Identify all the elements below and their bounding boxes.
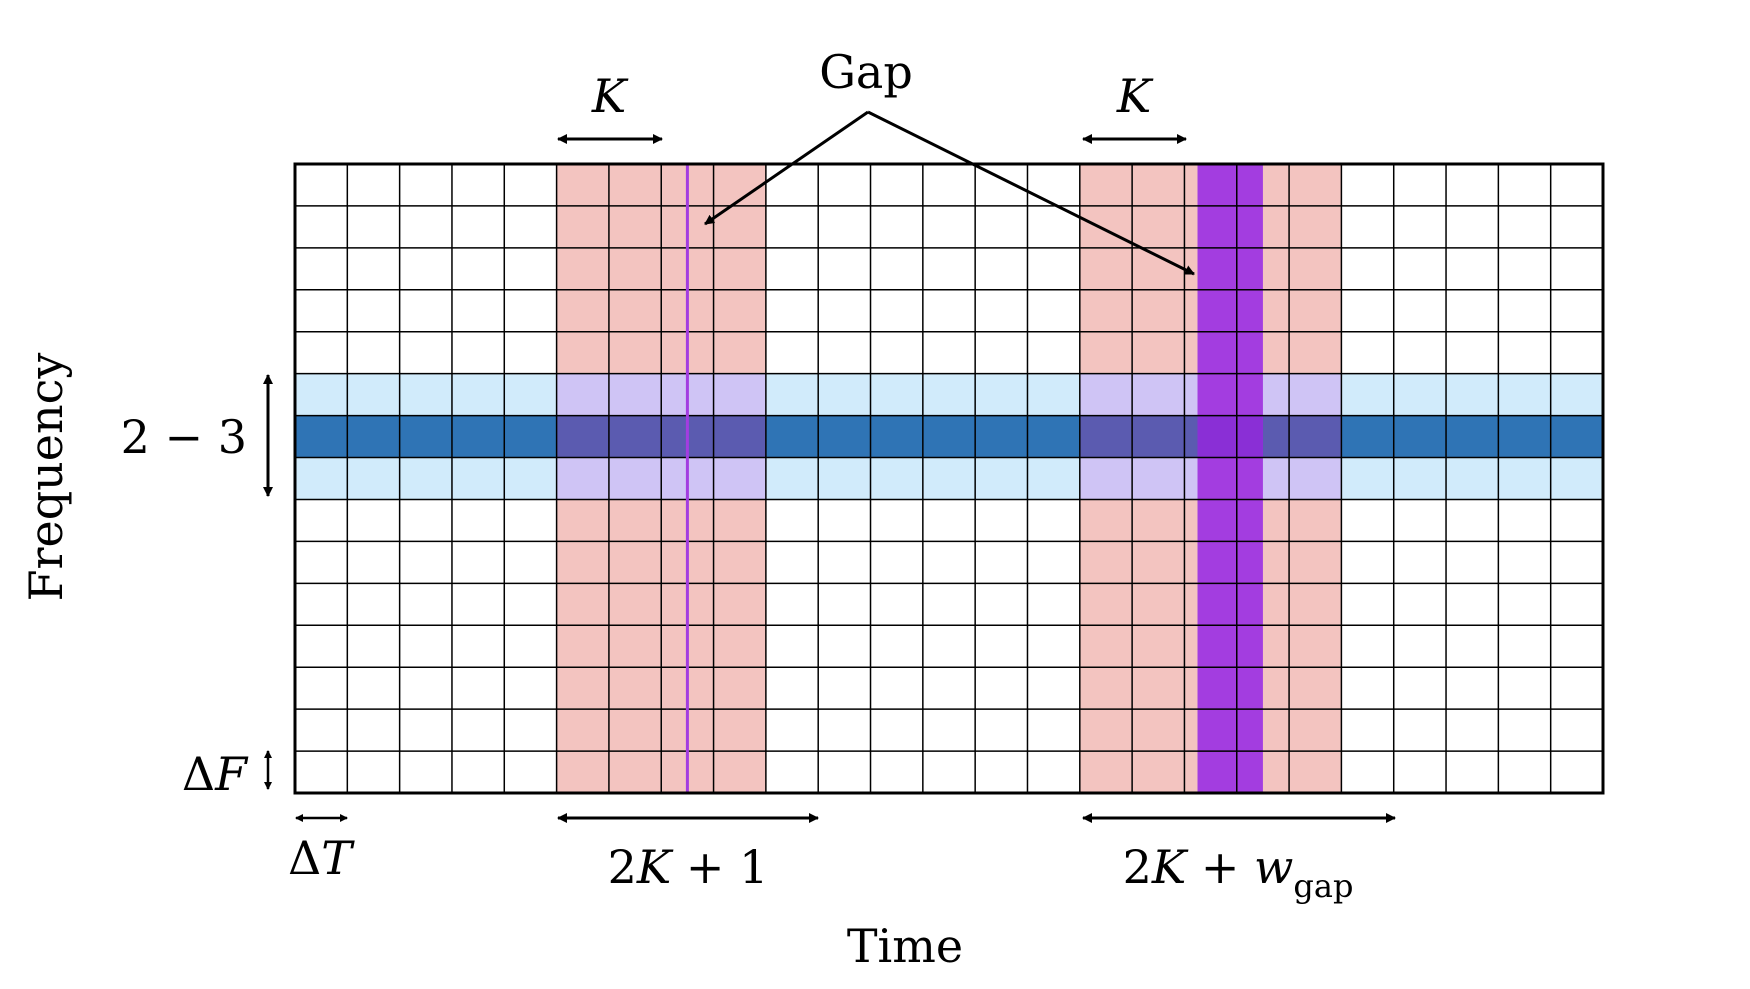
delta-t-label: ΔT bbox=[288, 831, 355, 885]
region-fills bbox=[295, 164, 1603, 793]
frequency-axis-label: Frequency bbox=[19, 353, 73, 602]
grid-lines bbox=[295, 164, 1603, 793]
frequency-band-center bbox=[295, 415, 1603, 458]
gap-region-right-center bbox=[1197, 415, 1263, 458]
time-axis-label: Time bbox=[847, 919, 963, 973]
grid-border bbox=[293, 162, 1605, 795]
band-width-label: 2 − 3 bbox=[121, 410, 247, 464]
k-label-left: K bbox=[591, 69, 629, 123]
window-right-width-label: 2K + wgap bbox=[1123, 840, 1354, 905]
gap-arrow-right bbox=[867, 110, 1195, 276]
delta-f-label: ΔF bbox=[182, 747, 249, 801]
window-left-width-label: 2K + 1 bbox=[608, 840, 769, 894]
gap-region-right bbox=[1197, 164, 1263, 793]
k-label-right: K bbox=[1116, 69, 1154, 123]
gap-arrow-left bbox=[704, 110, 869, 226]
gap-label: Gap bbox=[819, 45, 913, 99]
